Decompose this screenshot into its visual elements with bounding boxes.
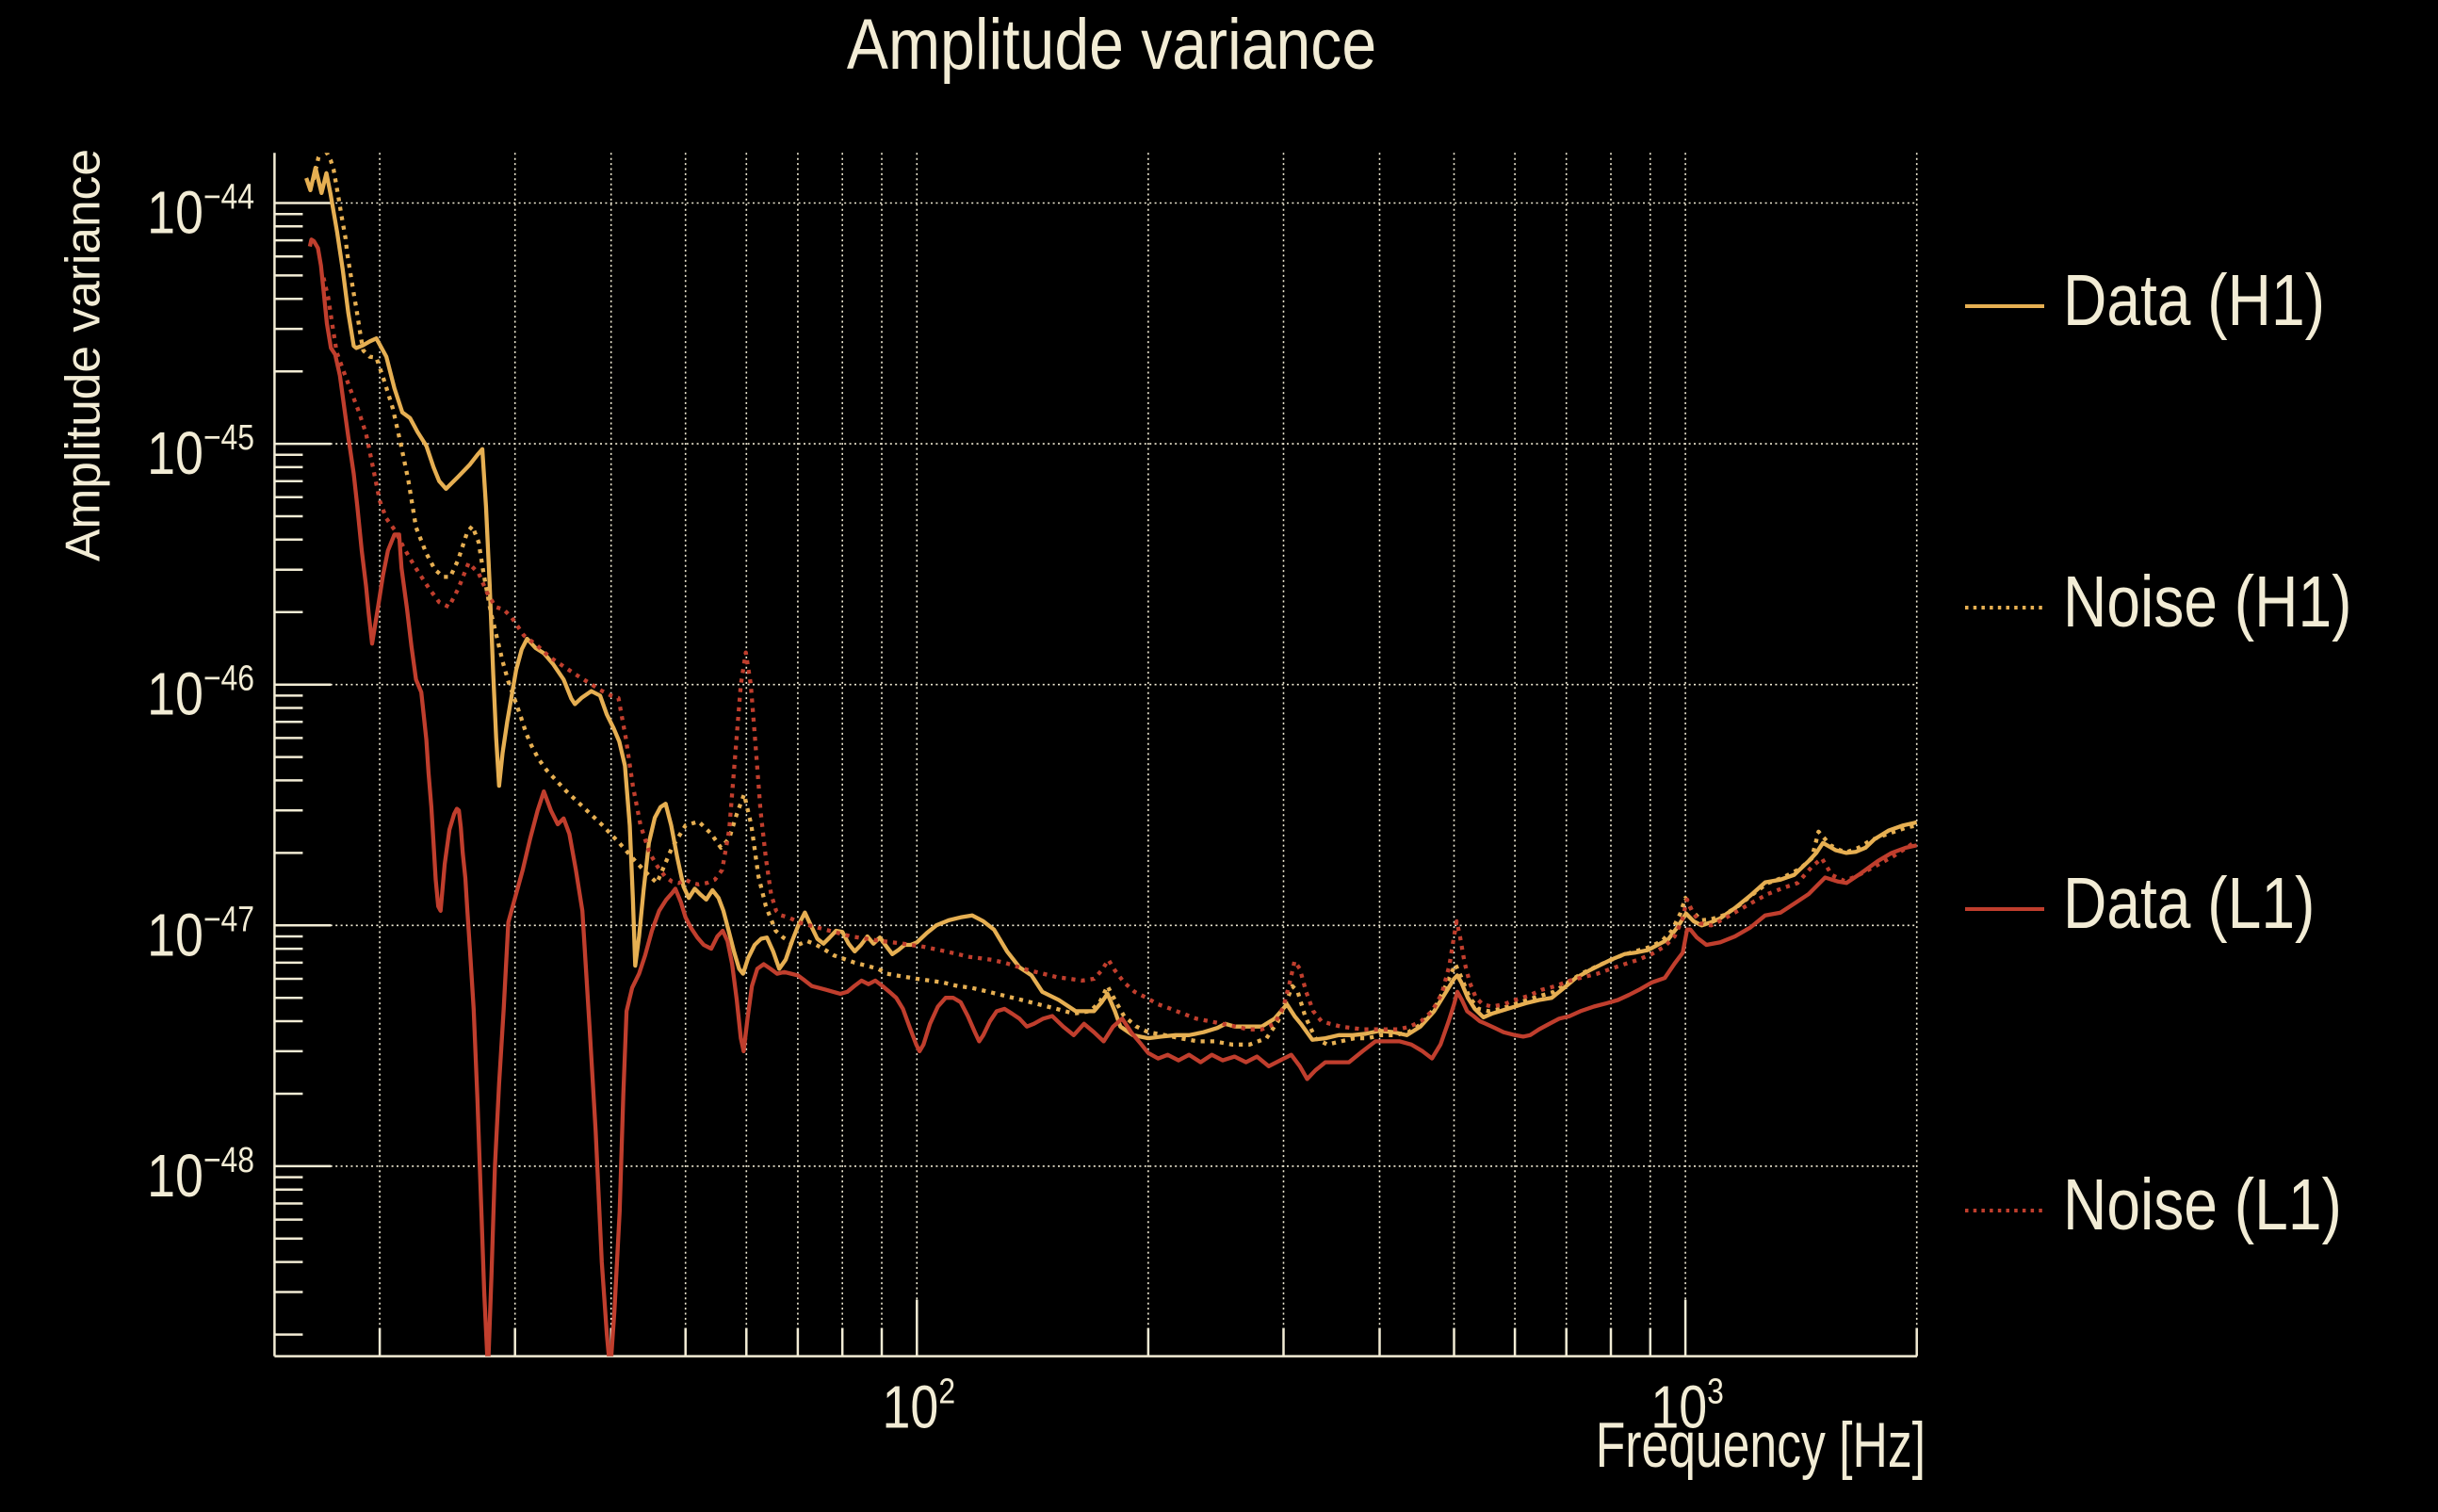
svg-text:Frequency [Hz]: Frequency [Hz] [1596, 1408, 1926, 1481]
svg-text:Amplitude variance: Amplitude variance [847, 6, 1376, 85]
svg-text:Data (L1): Data (L1) [2063, 864, 2315, 945]
svg-text:Data (H1): Data (H1) [2063, 261, 2325, 342]
svg-text:103: 103 [1650, 1372, 1724, 1441]
svg-text:Noise (H1): Noise (H1) [2063, 562, 2352, 643]
svg-text:Noise (L1): Noise (L1) [2063, 1165, 2342, 1246]
svg-text:Amplitude variance: Amplitude variance [56, 149, 110, 561]
